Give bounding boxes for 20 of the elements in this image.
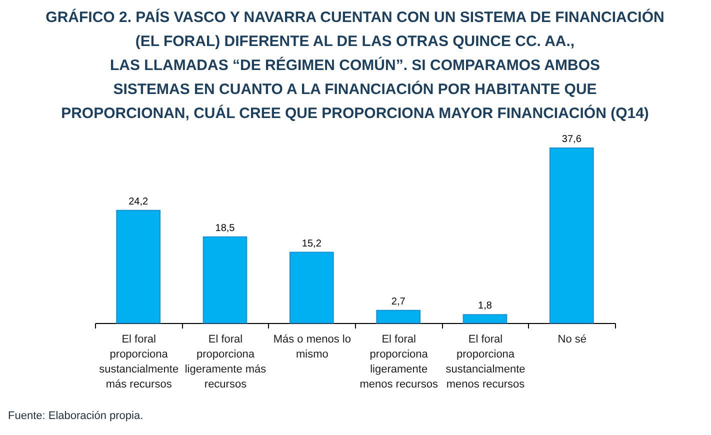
data-label: 24,2	[128, 196, 148, 208]
x-tick-label: El foral proporciona sustancialmente menos recursos	[446, 334, 526, 390]
x-tick-label: El foral proporciona ligeramente más recursos	[184, 334, 267, 390]
bar	[550, 148, 594, 324]
chart-title: GRÁFICO 2. PAÍS VASCO Y NAVARRA CUENTAN CON UN SISTEMA DE FINANCIACIÓN (EL FORAL) DIFERENTE AL DE LAS OTRAS QUINCE CC. AA., LAS LLAMADAS “DE RÉGIMEN COMÚN”. SI COMPARAMOS AMBOS SISTEMAS EN CUANTO A LA FINANCIACIÓN POR HABITANTE QUE PROPORCIONAN, CUÁL CREE QUE PROPORCIONA MAYOR FINANCIACIÓN (Q14)	[46, 8, 664, 122]
data-label: 37,6	[562, 134, 582, 145]
data-label: 2,7	[391, 296, 406, 308]
x-tick-label: El foral proporciona ligeramente menos recursos	[360, 334, 438, 390]
bar	[462, 314, 508, 324]
x-tick-label: Más o menos lo mismo	[273, 334, 351, 360]
source-note: Fuente: Elaboración propia.	[8, 410, 144, 422]
x-tick-label: No sé	[558, 334, 587, 346]
data-label: 18,5	[215, 222, 236, 234]
data-label: 15,2	[302, 238, 322, 250]
bar	[116, 210, 160, 324]
bar	[202, 236, 248, 324]
bar	[376, 310, 420, 324]
data-label: 1,8	[478, 300, 492, 312]
bar	[290, 252, 334, 324]
x-tick-label: El foral proporciona sustancialmente más recursos	[99, 334, 179, 390]
